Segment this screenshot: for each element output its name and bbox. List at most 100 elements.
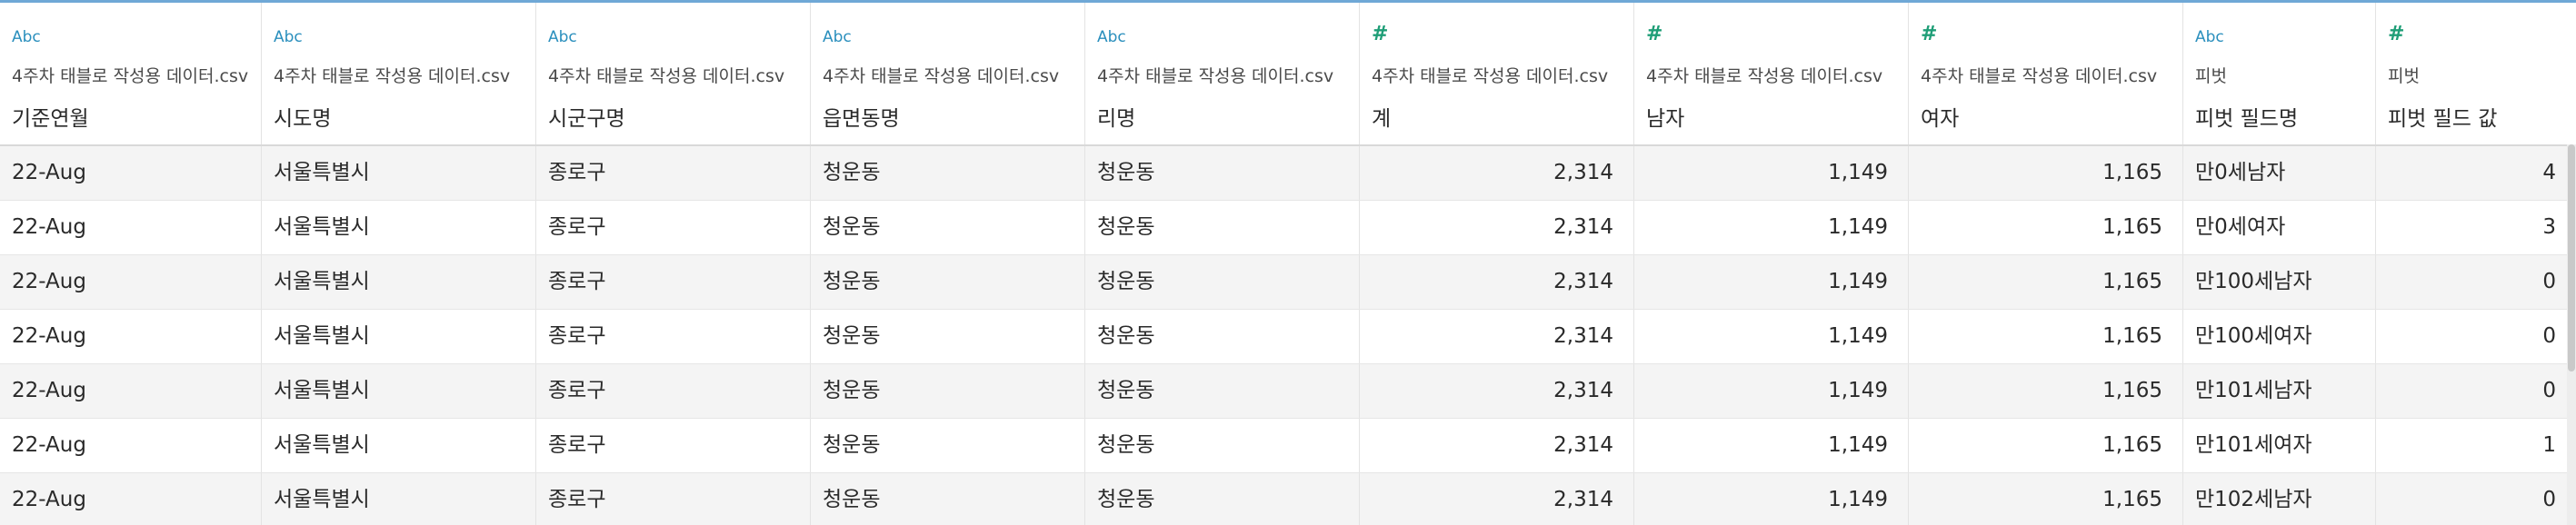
table-cell[interactable]: 종로구 <box>536 201 811 254</box>
table-cell[interactable]: 1,165 <box>1909 364 2183 418</box>
string-type-icon[interactable]: Abc <box>823 28 852 46</box>
table-cell[interactable]: 1,165 <box>1909 310 2183 363</box>
string-type-icon[interactable]: Abc <box>548 28 577 46</box>
table-cell[interactable]: 2,314 <box>1360 255 1634 309</box>
column-header[interactable]: #4주차 태블로 작성용 데이터.csv 남자 <box>1634 3 1909 144</box>
table-cell[interactable]: 만0세남자 <box>2183 146 2376 200</box>
column-name[interactable]: 읍면동명 <box>823 107 900 131</box>
vertical-scrollbar[interactable] <box>2567 144 2576 525</box>
table-cell[interactable]: 서울특별시 <box>262 364 536 418</box>
table-cell[interactable]: 청운동 <box>811 255 1085 309</box>
table-cell[interactable]: 1,165 <box>1909 146 2183 200</box>
table-cell[interactable]: 1,165 <box>1909 473 2183 525</box>
table-cell[interactable]: 청운동 <box>1085 146 1360 200</box>
table-cell[interactable]: 청운동 <box>1085 419 1360 472</box>
table-cell[interactable]: 청운동 <box>811 419 1085 472</box>
table-cell[interactable]: 만101세남자 <box>2183 364 2376 418</box>
column-header[interactable]: Abc 피벗 피벗 필드명 <box>2183 3 2376 144</box>
table-cell[interactable]: 청운동 <box>811 201 1085 254</box>
table-cell[interactable]: 1,149 <box>1634 146 1909 200</box>
table-cell[interactable]: 종로구 <box>536 419 811 472</box>
table-row[interactable]: 22-Aug 서울특별시 종로구 청운동 청운동 2,314 1,149 1,165 만101세… <box>0 364 2576 419</box>
column-header[interactable]: Abc 4주차 태블로 작성용 데이터.csv 시도명 <box>262 3 536 144</box>
table-cell[interactable]: 1,149 <box>1634 201 1909 254</box>
table-cell[interactable]: 1,149 <box>1634 473 1909 525</box>
table-cell[interactable]: 1,149 <box>1634 364 1909 418</box>
number-type-icon[interactable]: # <box>1921 23 1938 45</box>
table-cell[interactable]: 종로구 <box>536 146 811 200</box>
string-type-icon[interactable]: Abc <box>2195 28 2224 46</box>
column-name[interactable]: 계 <box>1372 107 1392 131</box>
table-cell[interactable]: 종로구 <box>536 473 811 525</box>
table-cell[interactable]: 청운동 <box>1085 255 1360 309</box>
table-cell[interactable]: 1,149 <box>1634 419 1909 472</box>
table-cell[interactable]: 종로구 <box>536 364 811 418</box>
table-cell[interactable]: 1,165 <box>1909 201 2183 254</box>
number-type-icon[interactable]: # <box>2388 23 2405 45</box>
table-cell[interactable]: 만100세여자 <box>2183 310 2376 363</box>
table-cell[interactable]: 서울특별시 <box>262 255 536 309</box>
table-cell[interactable]: 만101세여자 <box>2183 419 2376 472</box>
table-row[interactable]: 22-Aug 서울특별시 종로구 청운동 청운동 2,314 1,149 1,165 만0세남자… <box>0 146 2576 201</box>
table-cell[interactable]: 서울특별시 <box>262 310 536 363</box>
table-cell[interactable]: 청운동 <box>1085 310 1360 363</box>
table-cell[interactable]: 청운동 <box>811 364 1085 418</box>
column-name[interactable]: 리명 <box>1097 107 1136 131</box>
column-name[interactable]: 여자 <box>1921 107 1960 131</box>
table-cell[interactable]: 서울특별시 <box>262 419 536 472</box>
table-cell[interactable]: 0 <box>2542 324 2556 348</box>
table-cell[interactable]: 4 <box>2542 161 2556 184</box>
table-cell[interactable]: 22-Aug <box>0 255 262 309</box>
column-header[interactable]: Abc 4주차 태블로 작성용 데이터.csv 시군구명 <box>536 3 811 144</box>
column-name[interactable]: 시군구명 <box>548 107 625 131</box>
table-cell[interactable]: 서울특별시 <box>262 473 536 525</box>
table-cell[interactable]: 1,149 <box>1634 310 1909 363</box>
table-cell[interactable]: 청운동 <box>811 310 1085 363</box>
column-header[interactable]: # 피벗 피벗 필드 값 <box>2376 3 2576 144</box>
column-name[interactable]: 피벗 필드 값 <box>2388 107 2498 131</box>
table-cell[interactable]: 1 <box>2542 433 2556 457</box>
column-header[interactable]: #4주차 태블로 작성용 데이터.csv 계 <box>1360 3 1634 144</box>
table-cell[interactable]: 0 <box>2542 488 2556 511</box>
column-name[interactable]: 남자 <box>1646 107 1685 131</box>
table-cell[interactable]: 청운동 <box>1085 364 1360 418</box>
column-header[interactable]: Abc 4주차 태블로 작성용 데이터.csv 읍면동명 <box>811 3 1085 144</box>
table-cell[interactable]: 22-Aug <box>0 310 262 363</box>
table-cell[interactable]: 청운동 <box>1085 473 1360 525</box>
number-type-icon[interactable]: # <box>1372 23 1389 45</box>
table-cell[interactable]: 22-Aug <box>0 201 262 254</box>
string-type-icon[interactable]: Abc <box>12 28 41 46</box>
table-cell[interactable]: 청운동 <box>1085 201 1360 254</box>
table-cell[interactable]: 22-Aug <box>0 146 262 200</box>
table-row[interactable]: 22-Aug 서울특별시 종로구 청운동 청운동 2,314 1,149 1,165 만0세여자… <box>0 201 2576 255</box>
table-cell[interactable]: 1,149 <box>1634 255 1909 309</box>
table-cell[interactable]: 종로구 <box>536 310 811 363</box>
table-cell[interactable]: 만0세여자 <box>2183 201 2376 254</box>
table-cell[interactable]: 만102세남자 <box>2183 473 2376 525</box>
column-name[interactable]: 피벗 필드명 <box>2195 107 2299 131</box>
column-header[interactable]: Abc 4주차 태블로 작성용 데이터.csv 기준연월 <box>0 3 262 144</box>
table-cell[interactable]: 2,314 <box>1360 419 1634 472</box>
table-cell[interactable]: 청운동 <box>811 146 1085 200</box>
column-header[interactable]: Abc 4주차 태블로 작성용 데이터.csv 리명 <box>1085 3 1360 144</box>
table-cell[interactable]: 0 <box>2542 379 2556 402</box>
table-cell[interactable]: 22-Aug <box>0 419 262 472</box>
table-cell[interactable]: 청운동 <box>811 473 1085 525</box>
table-row[interactable]: 22-Aug 서울특별시 종로구 청운동 청운동 2,314 1,149 1,165 만101세… <box>0 419 2576 473</box>
table-cell[interactable]: 1,165 <box>1909 255 2183 309</box>
number-type-icon[interactable]: # <box>1646 23 1663 45</box>
table-cell[interactable]: 0 <box>2542 270 2556 293</box>
table-cell[interactable]: 2,314 <box>1360 201 1634 254</box>
column-header[interactable]: #4주차 태블로 작성용 데이터.csv 여자 <box>1909 3 2183 144</box>
column-name[interactable]: 기준연월 <box>12 107 89 131</box>
table-cell[interactable]: 서울특별시 <box>262 201 536 254</box>
table-cell[interactable]: 2,314 <box>1360 146 1634 200</box>
scrollbar-thumb[interactable] <box>2568 144 2575 371</box>
table-cell[interactable]: 종로구 <box>536 255 811 309</box>
table-row[interactable]: 22-Aug 서울특별시 종로구 청운동 청운동 2,314 1,149 1,165 만100세… <box>0 310 2576 364</box>
table-cell[interactable]: 3 <box>2542 215 2556 239</box>
column-name[interactable]: 시도명 <box>274 107 332 131</box>
table-cell[interactable]: 서울특별시 <box>262 146 536 200</box>
table-cell[interactable]: 22-Aug <box>0 364 262 418</box>
string-type-icon[interactable]: Abc <box>274 28 303 46</box>
